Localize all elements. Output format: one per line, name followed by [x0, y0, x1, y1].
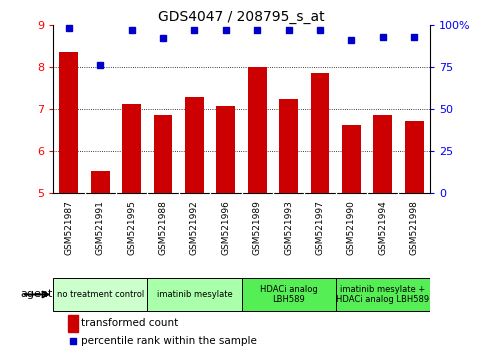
Title: GDS4047 / 208795_s_at: GDS4047 / 208795_s_at	[158, 10, 325, 24]
Bar	[216, 106, 235, 193]
Text: GSM521988: GSM521988	[158, 200, 168, 255]
Bar	[122, 104, 141, 193]
Text: percentile rank within the sample: percentile rank within the sample	[82, 336, 257, 346]
Text: GSM521989: GSM521989	[253, 200, 262, 255]
Bar	[405, 121, 424, 193]
Text: GSM521990: GSM521990	[347, 200, 356, 255]
Bar	[147, 278, 242, 311]
Text: GSM521987: GSM521987	[64, 200, 73, 255]
Bar	[311, 73, 329, 193]
Bar	[373, 115, 392, 193]
Bar	[59, 52, 78, 193]
Text: imatinib mesylate: imatinib mesylate	[156, 290, 232, 299]
Bar	[91, 171, 110, 193]
Bar	[242, 278, 336, 311]
Text: imatinib mesylate +
HDACi analog LBH589: imatinib mesylate + HDACi analog LBH589	[336, 285, 429, 304]
Bar	[342, 125, 361, 193]
Text: agent: agent	[21, 290, 53, 299]
Text: transformed count: transformed count	[82, 318, 179, 328]
Bar	[336, 278, 430, 311]
Text: GSM521997: GSM521997	[315, 200, 325, 255]
Text: GSM521996: GSM521996	[221, 200, 230, 255]
Bar	[279, 98, 298, 193]
Text: GSM521995: GSM521995	[127, 200, 136, 255]
Bar	[68, 315, 78, 332]
Bar	[185, 97, 204, 193]
Text: GSM521998: GSM521998	[410, 200, 419, 255]
Text: GSM521993: GSM521993	[284, 200, 293, 255]
Bar	[154, 115, 172, 193]
Text: GSM521994: GSM521994	[378, 200, 387, 255]
Text: no treatment control: no treatment control	[57, 290, 144, 299]
Bar	[248, 67, 267, 193]
Text: GSM521991: GSM521991	[96, 200, 105, 255]
Text: HDACi analog
LBH589: HDACi analog LBH589	[260, 285, 317, 304]
Bar	[53, 278, 147, 311]
Text: GSM521992: GSM521992	[190, 200, 199, 255]
